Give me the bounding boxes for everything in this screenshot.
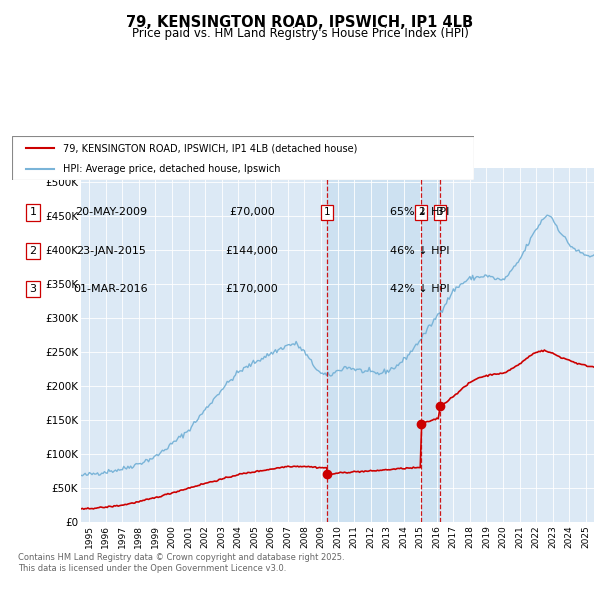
- Text: 79, KENSINGTON ROAD, IPSWICH, IP1 4LB: 79, KENSINGTON ROAD, IPSWICH, IP1 4LB: [127, 15, 473, 30]
- Text: 01-MAR-2016: 01-MAR-2016: [74, 284, 148, 294]
- Text: HPI: Average price, detached house, Ipswich: HPI: Average price, detached house, Ipsw…: [63, 164, 280, 174]
- Text: 20-MAY-2009: 20-MAY-2009: [75, 208, 147, 217]
- Text: 79, KENSINGTON ROAD, IPSWICH, IP1 4LB (detached house): 79, KENSINGTON ROAD, IPSWICH, IP1 4LB (d…: [63, 143, 357, 153]
- Text: £70,000: £70,000: [229, 208, 275, 217]
- Text: 23-JAN-2015: 23-JAN-2015: [76, 246, 146, 255]
- Text: 3: 3: [436, 208, 443, 217]
- FancyBboxPatch shape: [12, 136, 474, 180]
- Text: Price paid vs. HM Land Registry's House Price Index (HPI): Price paid vs. HM Land Registry's House …: [131, 27, 469, 40]
- Text: 3: 3: [29, 284, 37, 294]
- Text: Contains HM Land Registry data © Crown copyright and database right 2025.
This d: Contains HM Land Registry data © Crown c…: [18, 553, 344, 573]
- Text: £170,000: £170,000: [226, 284, 278, 294]
- Text: 2: 2: [418, 208, 425, 217]
- Text: 46% ↓ HPI: 46% ↓ HPI: [390, 246, 449, 255]
- Text: 65% ↓ HPI: 65% ↓ HPI: [390, 208, 449, 217]
- Text: 2: 2: [29, 246, 37, 255]
- Text: 42% ↓ HPI: 42% ↓ HPI: [390, 284, 449, 294]
- Text: 1: 1: [324, 208, 331, 217]
- Bar: [327, 168, 440, 522]
- Text: 1: 1: [29, 208, 37, 217]
- Text: £144,000: £144,000: [226, 246, 278, 255]
